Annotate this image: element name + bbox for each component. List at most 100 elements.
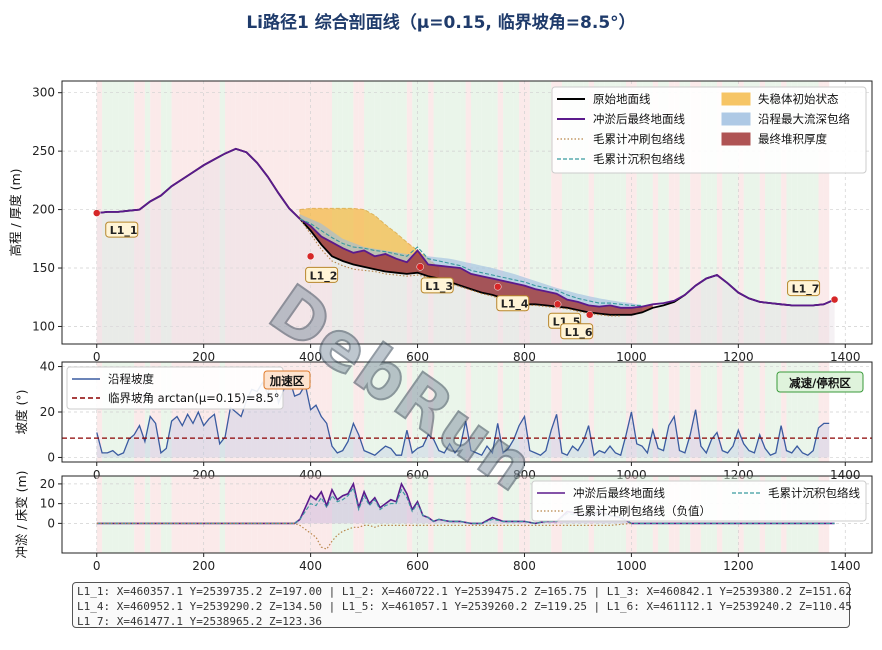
zone-band [759,81,766,344]
zone-band [684,81,691,344]
zone-band [144,476,151,553]
zone-band [823,81,830,344]
zone-band [251,476,258,553]
zone-band [765,362,771,462]
point-label: L1_6 [565,326,593,339]
zone-band [294,476,300,553]
x-tick-label: 1000 [616,350,647,364]
zone-band [556,81,562,344]
zone-band [364,476,370,553]
zone-band [487,476,493,553]
zone-band [241,476,247,553]
profile-point [585,311,594,319]
point-label: L1_2 [310,269,338,282]
zone-band [107,476,113,553]
zone-band [652,81,659,344]
zone-band [374,362,381,462]
zone-band [775,81,782,344]
zone-band [524,362,530,462]
series-deposit-envelope [299,218,643,306]
y-tick-label: 0 [47,450,55,464]
zone-band [412,362,418,462]
zone-label-accel: 加速区 [269,374,305,388]
zone-band [417,476,423,553]
zone-band [438,476,445,553]
y-axis-label: 坡度 (°) [14,390,29,435]
zone-band [658,362,664,462]
zone-band [310,362,316,462]
zone-band [449,476,455,553]
plot-area [62,373,872,458]
legend-label: 最终堆积厚度 [758,132,827,146]
zone-band [160,81,167,344]
zone-band [150,476,156,553]
zone-band [561,81,568,344]
zone-band [615,362,621,462]
zone-band [412,476,418,553]
zone-band [406,81,413,344]
zone-band [700,362,707,462]
zone-band [144,81,151,344]
point-label-box [496,295,530,312]
legend-label: 毛累计冲刷包络线 [593,132,685,146]
point-label-box [305,266,339,283]
zone-band [369,362,375,462]
zone-band [652,362,659,462]
zone-band [524,476,530,553]
zone-band [230,81,236,344]
zone-label-box [776,371,864,393]
zone-band [588,81,594,344]
series-slope-line [96,373,830,457]
zone-band [572,362,578,462]
x-tick-label: 0 [93,559,101,573]
zone-band [176,476,183,553]
zone-band [417,81,423,344]
zone-band [225,362,231,462]
info-line: L1_7: X=461477.1 Y=2538965.2 Z=123.36 [77,615,323,628]
zone-band [610,81,616,344]
x-tick-label: 1400 [830,559,861,573]
zone-bands [96,81,830,344]
profile-point [553,300,562,309]
zone-band [155,476,161,553]
zone-band [209,81,215,344]
zone-band [171,476,177,553]
scour-panel: 0 200 400 600 800 1000 1200 1400 0 10 20 冲淤 / 床变 (m… [14,470,873,573]
zone-band [166,81,172,344]
x-tick-label: 1400 [830,350,861,364]
y-tick-label: 20 [40,405,55,419]
zone-band [267,362,274,462]
legend-label: 毛累计冲刷包络线（负值） [573,504,711,518]
zone-band [454,362,461,462]
zone-band [524,81,530,344]
zone-band [192,81,199,344]
zone-band [246,476,252,553]
zone-band [187,476,193,553]
zone-band [513,476,520,553]
point-label: L1_1 [110,224,138,237]
zone-band [171,362,177,462]
legend-label: 失稳体初始状态 [758,92,839,106]
zone-band [246,81,252,344]
zone-band [385,81,391,344]
zone-band [765,81,771,344]
zone-band [551,81,557,344]
zone-band [508,81,514,344]
zone-band [668,362,675,462]
zone-band [471,362,477,462]
zone-band [209,362,215,462]
zone-band [160,362,167,462]
slope-fill [96,373,830,458]
zone-band [230,362,236,462]
zone-band [620,362,627,462]
zone-band [262,476,268,553]
zone-band [433,476,439,553]
zone-band [508,362,514,462]
zone-band [636,81,643,344]
series-erosion-envelope [299,218,621,317]
zone-band [235,81,242,344]
zone-band [364,362,370,462]
axes-frame [61,361,873,463]
zone-band [476,476,482,553]
zone-band [214,476,220,553]
